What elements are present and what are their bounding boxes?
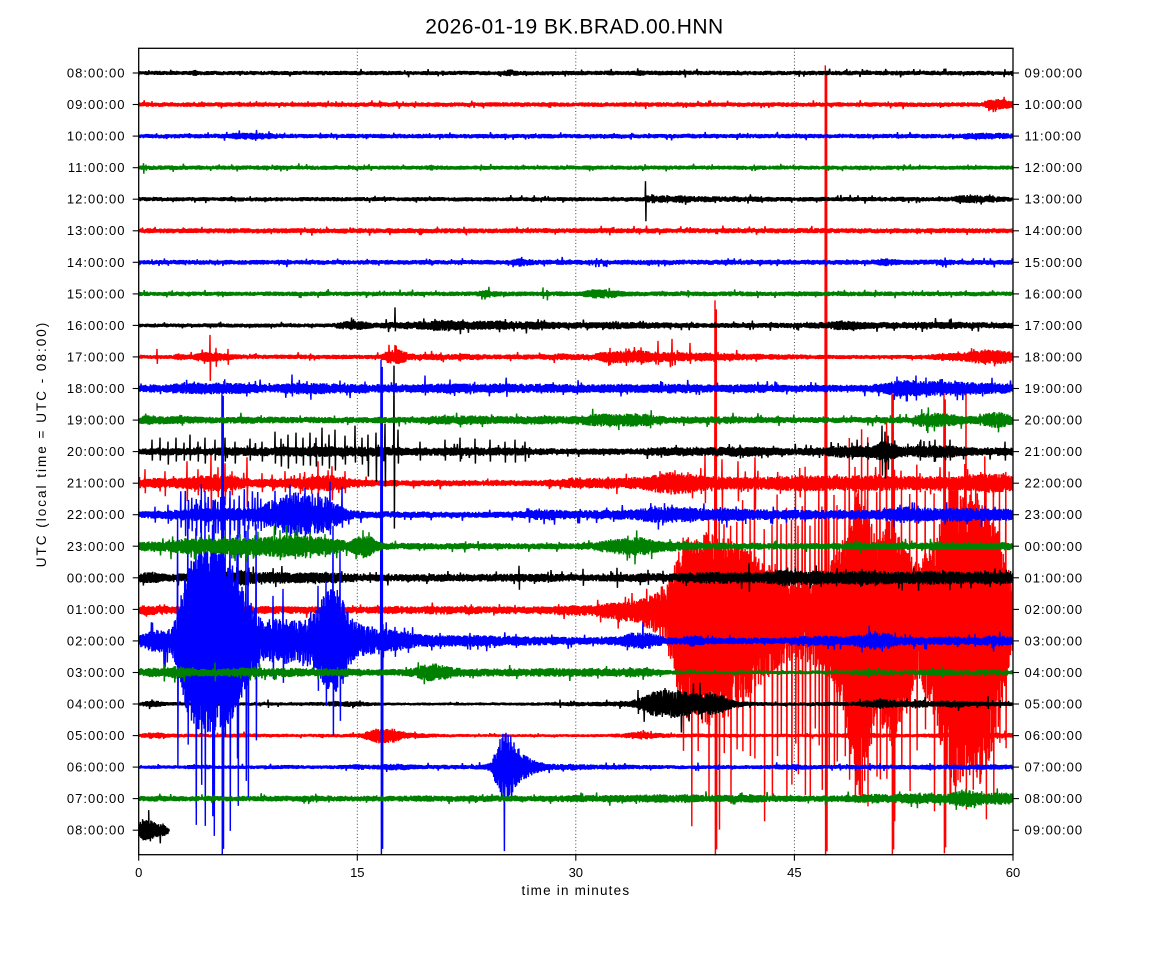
svg-text:14:00:00: 14:00:00 — [67, 255, 126, 270]
svg-text:06:00:00: 06:00:00 — [67, 760, 126, 775]
svg-text:03:00:00: 03:00:00 — [67, 665, 126, 680]
svg-text:05:00:00: 05:00:00 — [67, 728, 126, 743]
svg-text:19:00:00: 19:00:00 — [1025, 381, 1084, 396]
svg-text:23:00:00: 23:00:00 — [67, 539, 126, 554]
svg-text:12:00:00: 12:00:00 — [67, 192, 126, 207]
svg-text:00:00:00: 00:00:00 — [67, 570, 126, 585]
svg-text:08:00:00: 08:00:00 — [67, 823, 126, 838]
svg-text:15:00:00: 15:00:00 — [1025, 255, 1084, 270]
svg-text:15:00:00: 15:00:00 — [67, 286, 126, 301]
svg-text:17:00:00: 17:00:00 — [1025, 318, 1084, 333]
svg-text:60: 60 — [1006, 865, 1020, 880]
svg-text:07:00:00: 07:00:00 — [1025, 760, 1084, 775]
svg-text:04:00:00: 04:00:00 — [67, 697, 126, 712]
svg-text:18:00:00: 18:00:00 — [67, 381, 126, 396]
svg-text:03:00:00: 03:00:00 — [1025, 633, 1084, 648]
svg-text:09:00:00: 09:00:00 — [67, 97, 126, 112]
svg-text:00:00:00: 00:00:00 — [1025, 539, 1084, 554]
svg-text:14:00:00: 14:00:00 — [1025, 223, 1084, 238]
svg-text:22:00:00: 22:00:00 — [67, 507, 126, 522]
svg-text:10:00:00: 10:00:00 — [1025, 97, 1084, 112]
svg-text:21:00:00: 21:00:00 — [1025, 444, 1084, 459]
svg-text:02:00:00: 02:00:00 — [1025, 602, 1084, 617]
svg-text:22:00:00: 22:00:00 — [1025, 476, 1084, 491]
svg-text:01:00:00: 01:00:00 — [1025, 570, 1084, 585]
svg-text:18:00:00: 18:00:00 — [1025, 349, 1084, 364]
svg-text:12:00:00: 12:00:00 — [1025, 160, 1084, 175]
svg-text:08:00:00: 08:00:00 — [1025, 791, 1084, 806]
svg-text:01:00:00: 01:00:00 — [67, 602, 126, 617]
svg-text:21:00:00: 21:00:00 — [67, 476, 126, 491]
svg-text:45: 45 — [787, 865, 801, 880]
svg-text:08:00:00: 08:00:00 — [67, 66, 126, 81]
svg-text:23:00:00: 23:00:00 — [1025, 507, 1084, 522]
svg-text:15: 15 — [350, 865, 364, 880]
svg-text:11:00:00: 11:00:00 — [68, 160, 126, 175]
svg-text:11:00:00: 11:00:00 — [1025, 129, 1083, 144]
svg-text:13:00:00: 13:00:00 — [67, 223, 126, 238]
svg-text:2026-01-19 BK.BRAD.00.HNN: 2026-01-19 BK.BRAD.00.HNN — [425, 16, 723, 39]
svg-text:20:00:00: 20:00:00 — [67, 444, 126, 459]
svg-text:0: 0 — [135, 865, 142, 880]
svg-text:UTC (local time = UTC - 08:00): UTC (local time = UTC - 08:00) — [34, 321, 49, 567]
svg-text:06:00:00: 06:00:00 — [1025, 728, 1084, 743]
svg-text:20:00:00: 20:00:00 — [1025, 413, 1084, 428]
svg-text:02:00:00: 02:00:00 — [67, 633, 126, 648]
svg-text:30: 30 — [569, 865, 583, 880]
svg-text:time in minutes: time in minutes — [522, 883, 631, 898]
svg-text:16:00:00: 16:00:00 — [1025, 286, 1084, 301]
svg-text:09:00:00: 09:00:00 — [1025, 823, 1084, 838]
svg-text:07:00:00: 07:00:00 — [67, 791, 126, 806]
svg-text:10:00:00: 10:00:00 — [67, 129, 126, 144]
svg-text:05:00:00: 05:00:00 — [1025, 697, 1084, 712]
svg-text:17:00:00: 17:00:00 — [67, 349, 126, 364]
svg-text:09:00:00: 09:00:00 — [1025, 66, 1084, 81]
svg-text:13:00:00: 13:00:00 — [1025, 192, 1084, 207]
svg-text:19:00:00: 19:00:00 — [67, 413, 126, 428]
svg-text:04:00:00: 04:00:00 — [1025, 665, 1084, 680]
svg-text:16:00:00: 16:00:00 — [67, 318, 126, 333]
